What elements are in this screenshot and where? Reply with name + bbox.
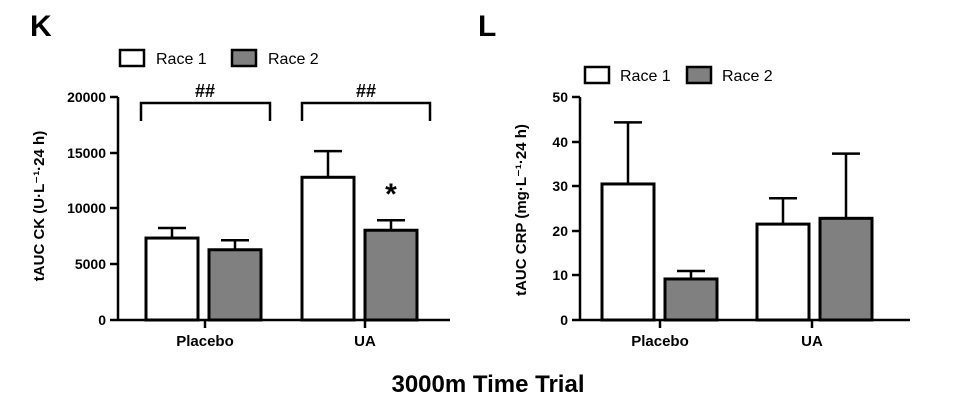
panel-letter-l: L	[478, 10, 496, 43]
bar-k-race1-ua	[300, 175, 356, 322]
y-tick-label-l-4: 40	[552, 134, 568, 150]
y-tick-label-k-2: 10000	[67, 200, 106, 216]
y-tick-label-k-1: 5000	[75, 256, 106, 272]
y-tick-label-k-3: 15000	[67, 145, 106, 161]
bar-k-race1-placebo	[144, 236, 200, 322]
significance-bracket-k-placebo	[139, 101, 272, 121]
y-tick-label-l-5: 50	[552, 89, 568, 105]
y-axis-label-k: tAUC CK (U·L⁻¹·24 h)	[31, 131, 48, 281]
bar-l-race2-placebo	[663, 277, 719, 322]
category-label-k-placebo: Placebo	[176, 333, 234, 350]
bar-k-race2-placebo	[207, 248, 263, 322]
y-ticks-k: 0 5000 10000 15000 20000	[67, 89, 118, 328]
category-label-l-placebo: Placebo	[631, 333, 689, 350]
y-tick-label-l-3: 30	[552, 178, 568, 194]
legend-k: Race 1 Race 2	[118, 48, 319, 68]
y-tick-label-l-0: 0	[560, 312, 568, 328]
legend-k-swatch-race1	[118, 48, 146, 68]
bar-k-race2-ua	[363, 228, 419, 322]
bar-l-race1-placebo	[600, 182, 656, 322]
panel-l: L Race 1 Race 2 tAUC CRP (mg·L⁻¹·24 h) 0…	[478, 10, 910, 350]
figure-title: 3000m Time Trial	[391, 371, 584, 398]
legend-k-label-race2: Race 2	[268, 51, 319, 68]
legend-l: Race 1 Race 2	[583, 65, 773, 85]
category-label-l-ua: UA	[801, 333, 823, 350]
y-tick-label-l-1: 10	[552, 267, 568, 283]
significance-bracket-k-ua	[300, 101, 432, 121]
significance-label-k-placebo: ##	[195, 81, 215, 101]
y-tick-label-k-0: 0	[98, 312, 106, 328]
legend-k-label-race1: Race 1	[156, 51, 207, 68]
y-axis-label-k-text: tAUC CK (U·L⁻¹·24 h)	[31, 131, 48, 281]
significance-star-k-ua: *	[385, 178, 397, 211]
y-ticks-l: 0 10 20 30 40 50	[552, 89, 580, 328]
y-axis-label-l: tAUC CRP (mg·L⁻¹·24 h)	[513, 124, 530, 296]
significance-label-k-ua: ##	[356, 81, 376, 101]
panel-letter-k: K	[30, 10, 52, 43]
y-tick-label-l-2: 20	[552, 223, 568, 239]
y-tick-label-k-4: 20000	[67, 89, 106, 105]
bar-l-race2-ua	[818, 216, 874, 322]
panel-k: K Race 1 Race 2 tAUC CK (U·L⁻¹·24 h) 0 5…	[30, 10, 450, 350]
y-axis-label-l-text: tAUC CRP (mg·L⁻¹·24 h)	[513, 124, 530, 296]
legend-k-swatch-race2	[230, 48, 258, 68]
legend-l-label-race2: Race 2	[722, 68, 773, 85]
bar-l-race1-ua	[755, 222, 811, 322]
legend-l-swatch-race2	[685, 65, 713, 85]
category-label-k-ua: UA	[354, 333, 376, 350]
legend-l-label-race1: Race 1	[620, 68, 671, 85]
legend-l-swatch-race1	[583, 65, 611, 85]
